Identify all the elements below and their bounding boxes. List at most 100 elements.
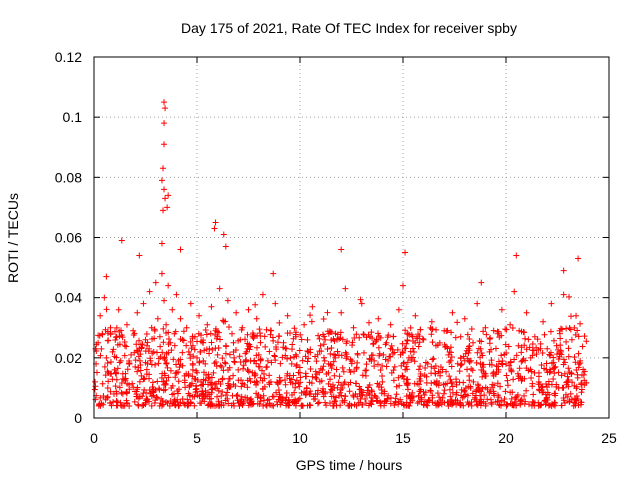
- data-point: [320, 315, 327, 322]
- data-point: [476, 338, 483, 345]
- data-point: [477, 345, 484, 352]
- data-point: [507, 400, 514, 407]
- data-point: [176, 364, 183, 371]
- data-point: [560, 394, 567, 401]
- data-point: [312, 368, 319, 375]
- data-point: [152, 361, 159, 368]
- data-point: [123, 343, 130, 350]
- data-point: [245, 306, 252, 313]
- data-point: [134, 309, 141, 316]
- data-point: [132, 363, 139, 370]
- data-point: [171, 330, 178, 337]
- data-point: [557, 342, 564, 349]
- data-point: [303, 384, 310, 391]
- data-point: [342, 285, 349, 292]
- data-point: [168, 347, 175, 354]
- x-axis-title: GPS time / hours: [296, 457, 403, 473]
- data-point: [448, 353, 455, 360]
- data-point: [466, 335, 473, 342]
- data-point: [422, 365, 429, 372]
- data-point: [375, 344, 382, 351]
- data-point: [359, 372, 366, 379]
- data-point: [134, 368, 141, 375]
- data-point: [562, 391, 569, 398]
- data-point: [154, 394, 161, 401]
- data-point: [487, 335, 494, 342]
- data-point: [152, 279, 159, 286]
- data-point: [320, 388, 327, 395]
- data-point: [141, 375, 148, 382]
- data-point: [446, 359, 453, 366]
- data-point: [103, 306, 110, 313]
- data-point: [415, 331, 422, 338]
- data-point: [214, 385, 221, 392]
- data-point: [416, 375, 423, 382]
- data-point: [175, 357, 182, 364]
- data-point: [470, 339, 477, 346]
- data-point: [136, 345, 143, 352]
- data-point: [498, 352, 505, 359]
- data-point: [212, 358, 219, 365]
- data-point: [461, 315, 468, 322]
- data-point: [289, 380, 296, 387]
- data-point: [231, 359, 238, 366]
- data-point: [428, 318, 435, 325]
- data-point: [225, 323, 232, 330]
- data-point: [464, 331, 471, 338]
- data-point: [520, 328, 527, 335]
- data-point: [339, 397, 346, 404]
- data-point: [426, 397, 433, 404]
- data-point: [427, 388, 434, 395]
- data-point: [551, 370, 558, 377]
- data-point: [366, 319, 373, 326]
- data-point: [235, 366, 242, 373]
- data-point: [374, 361, 381, 368]
- data-point: [446, 386, 453, 393]
- data-point: [387, 394, 394, 401]
- data-point: [349, 342, 356, 349]
- data-point-peak: [575, 255, 582, 262]
- y-tick-label: 0.02: [55, 350, 82, 366]
- data-point: [573, 397, 580, 404]
- data-point: [407, 324, 414, 331]
- data-point: [112, 383, 119, 390]
- data-point: [146, 386, 153, 393]
- data-point: [404, 376, 411, 383]
- data-point: [402, 327, 409, 334]
- data-point: [315, 332, 322, 339]
- data-point: [424, 360, 431, 367]
- data-point: [297, 369, 303, 376]
- data-point: [327, 350, 334, 357]
- data-point: [200, 339, 207, 346]
- data-point: [116, 328, 123, 335]
- data-point: [428, 370, 435, 377]
- data-point: [218, 393, 225, 400]
- data-point: [351, 401, 358, 408]
- data-point: [567, 326, 574, 333]
- data-point: [322, 336, 329, 343]
- data-point: [208, 389, 215, 396]
- data-point: [158, 374, 165, 381]
- data-point-peak: [212, 219, 219, 226]
- data-point: [232, 382, 239, 389]
- data-point: [118, 332, 125, 339]
- data-point: [326, 400, 333, 407]
- data-point: [161, 370, 168, 377]
- data-point: [222, 392, 229, 399]
- data-point: [179, 336, 186, 343]
- data-point: [564, 373, 571, 380]
- data-point: [123, 399, 130, 406]
- data-point: [337, 329, 344, 336]
- data-point: [441, 327, 448, 334]
- data-point: [274, 339, 281, 346]
- data-point: [350, 324, 357, 331]
- data-point: [131, 398, 138, 405]
- data-point: [552, 363, 559, 370]
- data-point: [331, 398, 338, 405]
- data-point: [495, 394, 502, 401]
- data-point: [546, 351, 553, 358]
- data-point: [206, 374, 213, 381]
- data-point: [346, 388, 353, 395]
- data-point: [501, 399, 508, 406]
- data-point: [423, 379, 430, 386]
